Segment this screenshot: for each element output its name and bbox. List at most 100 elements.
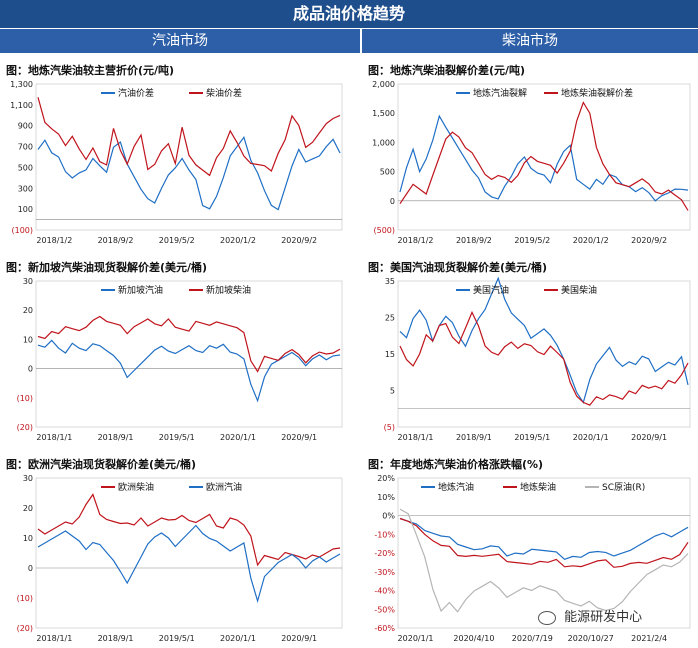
chart-c1: (100) 100 300 500 700 900 1,100 1,300 2018/1/2 20… [10, 80, 343, 245]
series-line [37, 524, 341, 604]
y-tick-label: 500 [18, 163, 33, 172]
x-tick-label: 2020/4/10 [453, 634, 494, 643]
x-tick-label: 2020/1/2 [573, 236, 609, 245]
y-tick-label: 0 [390, 197, 395, 206]
y-tick-label: -50% [374, 605, 395, 614]
series-line [37, 339, 341, 403]
legend-label: 柴油价差 [206, 87, 242, 99]
y-tick-label: 20 [23, 504, 33, 513]
y-tick-label: (5) [384, 423, 395, 432]
watermark: 能源研发中心 [538, 606, 642, 625]
legend-label: 地炼汽油裂解 [473, 87, 527, 99]
chart-title: 图：地炼汽柴油裂解价差(元/吨) [368, 64, 526, 77]
y-tick-label: 20 [23, 306, 33, 315]
y-tick-label: 10 [23, 335, 33, 344]
y-tick-label: 1,100 [10, 101, 33, 110]
series-line [399, 310, 689, 406]
series-line [399, 517, 689, 560]
y-tick-label: 1,000 [372, 138, 395, 147]
x-tick-label: 2020/1/1 [573, 433, 609, 442]
legend-label: SC原油(R) [602, 481, 645, 493]
x-tick-label: 2020/9/1 [281, 433, 317, 442]
x-tick-label: 2020/1/1 [220, 433, 256, 442]
chart-title: 图：地炼汽柴油较主营折价(元/吨) [6, 64, 175, 77]
chart-title: 图：欧洲汽柴油现货裂解价差(美元/桶) [6, 458, 197, 471]
x-tick-label: 2020/1/1 [220, 634, 256, 643]
chart-c4: (5) 5 15 25 35 2018/1/1 2018/9/1 2019/5/1 2020/1… [384, 276, 691, 442]
y-tick-label: 20% [377, 474, 395, 483]
series-line [37, 135, 341, 211]
y-tick-label: -10% [374, 530, 395, 539]
x-tick-label: 2018/9/1 [456, 433, 492, 442]
legend-label: 新加坡汽油 [118, 284, 163, 296]
x-tick-label: 2020/9/1 [631, 433, 667, 442]
x-tick-label: 2018/9/1 [98, 634, 134, 643]
y-tick-label: 10 [23, 534, 33, 543]
series-line [399, 508, 689, 613]
y-tick-label: 15 [385, 350, 395, 359]
y-tick-label: 100 [18, 205, 33, 214]
legend-label: 地炼柴油裂解价差 [561, 87, 633, 99]
x-tick-label: 2018/1/2 [398, 236, 434, 245]
y-tick-label: (100) [11, 226, 33, 235]
x-tick-label: 2020/7/19 [512, 634, 553, 643]
chart-c6: -60% -50% -40% -30% -20% -10% 0% 10% 20% 2020/1/1… [374, 474, 691, 643]
plot-area [397, 477, 691, 629]
plot-area [35, 83, 343, 231]
chart-panel-c2: 图：地炼汽柴油裂解价差(元/吨) (500) 0 500 1,000 1,500 2,00… [362, 62, 698, 248]
x-tick-label: 2020/9/2 [631, 236, 667, 245]
x-tick-label: 2018/1/1 [398, 433, 434, 442]
x-tick-label: 2020/10/27 [568, 634, 614, 643]
chart-title: 图：新加坡汽柴油现货裂解价差(美元/桶) [6, 261, 208, 274]
y-tick-label: 35 [385, 277, 395, 286]
plot-area [35, 280, 343, 428]
legend-label: 美国柴油 [561, 284, 597, 296]
x-tick-label: 2019/5/2 [514, 236, 550, 245]
y-tick-label: 10% [377, 493, 395, 502]
x-tick-label: 2019/5/1 [514, 433, 550, 442]
y-tick-label: 30 [23, 277, 33, 286]
y-tick-label: 1,500 [372, 109, 395, 118]
y-tick-label: 5 [390, 387, 395, 396]
series-line [399, 276, 689, 404]
series-line [37, 97, 341, 177]
x-tick-label: 2019/5/2 [159, 236, 195, 245]
y-tick-label: 0% [382, 512, 395, 521]
plot-area [397, 83, 691, 231]
y-tick-label: 2,000 [372, 80, 395, 89]
chart-panel-c3: 图：新加坡汽柴油现货裂解价差(美元/桶) (20) (10) 0 10 20 30 2018… [0, 259, 350, 445]
legend-label: 地炼汽油 [438, 481, 474, 493]
legend-label: 地炼柴油 [520, 481, 556, 493]
x-tick-label: 2018/9/1 [98, 433, 134, 442]
x-tick-label: 2020/1/1 [398, 634, 434, 643]
legend-label: 欧洲柴油 [118, 481, 154, 493]
chart-panel-c4: 图：美国汽油现货裂解价差(美元/桶) (5) 5 15 25 35 2018/1/1 201… [362, 259, 698, 445]
chart-title: 图：年度地炼汽柴油价格涨跌幅(%) [368, 458, 544, 471]
chart-panel-c1: 图：地炼汽柴油较主营折价(元/吨) (100) 100 300 500 700 900 1,… [0, 62, 350, 248]
x-tick-label: 2021/2/4 [631, 634, 667, 643]
y-tick-label: -20% [374, 549, 395, 558]
y-tick-label: 0 [28, 365, 33, 374]
x-tick-label: 2019/5/1 [159, 433, 195, 442]
page-banner: 成品油价格趋势 [0, 0, 698, 28]
y-tick-label: 30 [23, 474, 33, 483]
x-tick-label: 2018/1/2 [36, 236, 72, 245]
y-tick-label: 0 [28, 564, 33, 573]
y-tick-label: (500) [373, 226, 395, 235]
x-tick-label: 2018/1/1 [36, 634, 72, 643]
series-line [399, 517, 689, 568]
x-tick-label: 2019/5/1 [159, 634, 195, 643]
series-line [399, 101, 689, 211]
y-tick-label: (20) [17, 624, 33, 633]
y-tick-label: -30% [374, 568, 395, 577]
y-tick-label: 500 [380, 168, 395, 177]
series-line [399, 114, 689, 202]
section-header-diesel: 柴油市场 [362, 29, 698, 53]
x-tick-label: 2018/9/2 [456, 236, 492, 245]
legend-label: 欧洲汽油 [206, 481, 242, 493]
y-tick-label: -60% [374, 624, 395, 633]
chart-c3: (20) (10) 0 10 20 30 2018/1/1 2018/9/1 2019/5/1 2… [17, 277, 343, 442]
y-tick-label: (10) [17, 594, 33, 603]
plot-area [35, 477, 343, 629]
chart-c2: (500) 0 500 1,000 1,500 2,000 2018/1/2 2018/9/2… [372, 80, 691, 245]
